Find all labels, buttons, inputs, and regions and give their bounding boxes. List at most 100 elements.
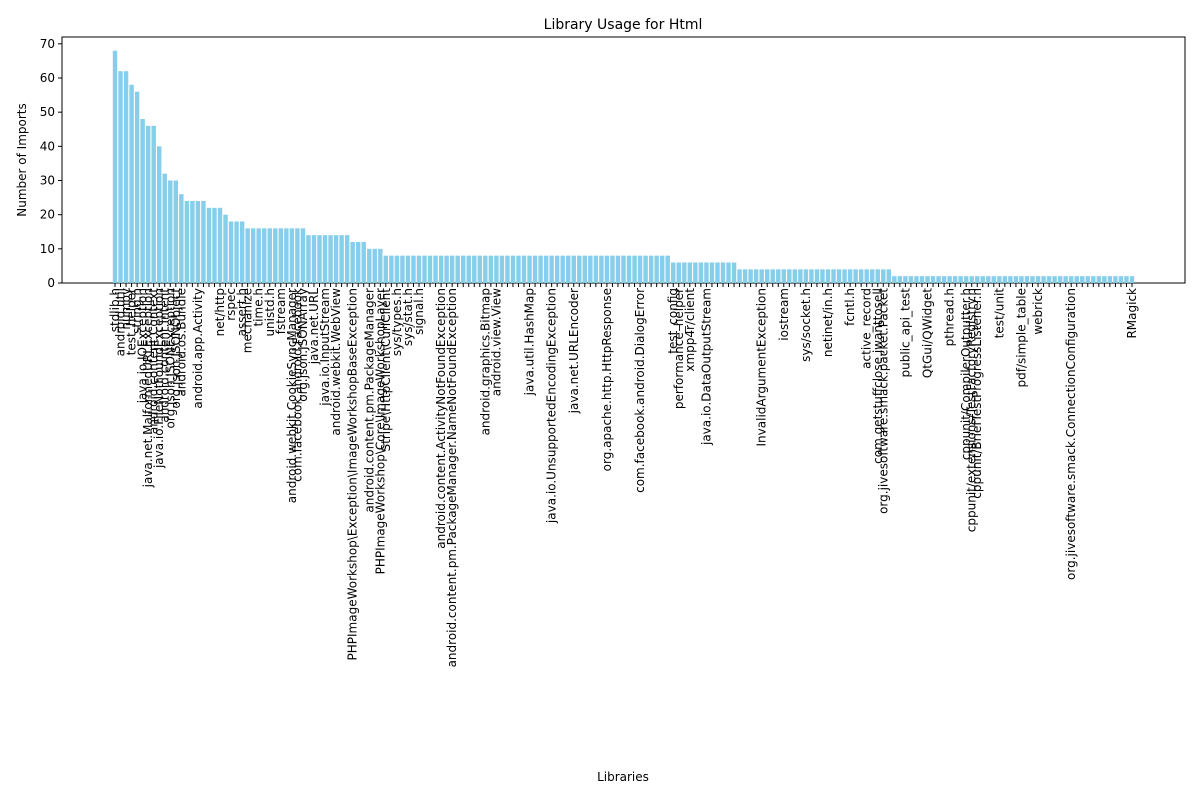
bar — [234, 221, 239, 283]
bar — [145, 125, 151, 283]
bar — [433, 255, 438, 283]
bar — [350, 242, 355, 283]
x-tick-label: java.net.URLEncoder — [567, 288, 581, 414]
bar — [1008, 276, 1013, 283]
bar — [278, 228, 284, 283]
bar — [499, 255, 505, 283]
bar — [693, 262, 698, 283]
bar — [792, 269, 798, 283]
bar — [510, 255, 516, 283]
x-tick-label: RMagick — [1125, 288, 1139, 339]
y-tick-label: 70 — [40, 37, 55, 51]
x-tick-label: android.graphics.Bitmap — [478, 288, 492, 435]
bar — [621, 255, 626, 283]
x-tick-label: string.h — [130, 288, 144, 334]
x-tick-label: iostream — [777, 288, 791, 341]
chart-title: Library Usage for Html — [544, 17, 703, 33]
bar — [516, 255, 521, 283]
bar — [637, 255, 643, 283]
bar — [505, 255, 510, 283]
x-tick-label: numpy — [119, 288, 133, 330]
bar — [289, 228, 295, 283]
x-tick-label: pthread.h — [943, 288, 957, 346]
x-tick-label: sys/types.h — [390, 288, 404, 356]
bar — [201, 201, 206, 283]
bar — [742, 269, 748, 283]
bar — [925, 276, 930, 283]
bar — [1052, 276, 1057, 283]
bar — [118, 71, 123, 284]
bar — [599, 255, 604, 283]
bar — [632, 255, 637, 283]
bar — [239, 221, 245, 283]
bar — [273, 228, 278, 283]
bar — [250, 228, 256, 283]
bar — [986, 276, 991, 283]
bar — [444, 255, 449, 283]
x-tick-label: Stripe\HttpClient\CurlClient — [379, 288, 393, 452]
bar — [963, 276, 969, 283]
bar — [919, 276, 925, 283]
bar — [731, 262, 737, 283]
bar — [344, 235, 350, 283]
bar — [256, 228, 261, 283]
bar — [184, 201, 190, 283]
x-tick-label: net/http — [213, 288, 227, 336]
bar — [836, 269, 842, 283]
y-tick-label: 30 — [40, 174, 55, 188]
bar — [881, 269, 886, 283]
bar — [322, 235, 328, 283]
bar — [494, 255, 499, 283]
bar — [400, 255, 405, 283]
bar — [527, 255, 532, 283]
bar — [659, 255, 665, 283]
x-tick-label: org.json.JSONObject — [169, 288, 183, 409]
bar — [892, 276, 897, 283]
bar — [1057, 276, 1063, 283]
x-tick-label: public_api_test — [898, 288, 912, 378]
x-tick-label: InvalidArgumentException — [755, 288, 769, 446]
bar — [212, 207, 217, 283]
bar — [223, 214, 228, 283]
bar — [378, 248, 383, 283]
bar — [168, 180, 173, 283]
bar — [455, 255, 460, 283]
bar — [521, 255, 527, 283]
bar — [593, 255, 599, 283]
x-tick-label: android.content.Context — [147, 288, 161, 434]
x-tick-label: android.os.Bundle — [174, 288, 188, 397]
bar — [936, 276, 941, 283]
bar — [1118, 276, 1124, 283]
bar — [803, 269, 809, 283]
bar — [903, 276, 908, 283]
bar — [820, 269, 825, 283]
bar — [566, 255, 571, 283]
bar — [361, 242, 366, 283]
bar — [333, 235, 339, 283]
bar — [737, 269, 742, 283]
bar — [466, 255, 471, 283]
x-tick-label: cppunit/extensions/TestFactoryRegistry.h — [965, 288, 979, 532]
x-tick-label: java.io.DataOutputStream — [699, 288, 713, 446]
x-tick-label: org.apache.http.HttpResponse — [600, 288, 614, 471]
bar — [300, 228, 306, 283]
x-tick-label: org.jivesoftware.smack.ConnectionConfigu… — [1064, 288, 1078, 580]
bar — [129, 84, 134, 283]
bar — [134, 91, 140, 284]
bar — [411, 255, 416, 283]
bar — [123, 71, 129, 284]
bar — [1080, 276, 1085, 283]
x-tick-label: mechanize — [241, 288, 255, 353]
x-tick-label: test_helper — [125, 288, 139, 355]
bar — [1041, 276, 1046, 283]
bar — [615, 255, 621, 283]
bar — [173, 180, 179, 283]
x-axis-label: Libraries — [597, 770, 649, 784]
bar — [140, 119, 145, 283]
x-tick-label: cppunit/BriefTestProgressListener.h — [970, 288, 984, 499]
bar — [997, 276, 1002, 283]
bar — [1019, 276, 1024, 283]
x-tick-label: java.net.MalformedURLException — [141, 288, 155, 488]
bar — [427, 255, 433, 283]
bar — [190, 201, 195, 283]
